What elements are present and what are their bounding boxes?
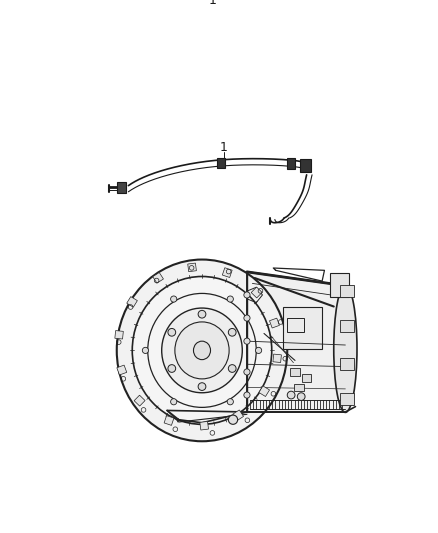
Bar <box>164 416 174 425</box>
Bar <box>117 365 127 375</box>
Circle shape <box>255 348 261 353</box>
Text: 1: 1 <box>220 141 228 154</box>
Ellipse shape <box>117 260 287 441</box>
Bar <box>200 422 208 430</box>
Bar <box>153 272 163 283</box>
Ellipse shape <box>132 277 272 424</box>
Bar <box>127 296 138 307</box>
Bar <box>300 159 311 172</box>
Circle shape <box>168 365 176 373</box>
Ellipse shape <box>175 322 229 379</box>
Ellipse shape <box>334 285 357 413</box>
Bar <box>251 287 262 298</box>
Bar <box>273 354 281 362</box>
Ellipse shape <box>194 341 211 360</box>
Circle shape <box>244 392 250 398</box>
Bar <box>340 358 354 370</box>
Bar <box>287 158 295 168</box>
Bar <box>233 410 244 421</box>
Bar <box>115 330 124 339</box>
Text: 1: 1 <box>208 0 216 7</box>
Circle shape <box>228 415 238 424</box>
Bar <box>134 395 145 406</box>
Bar <box>223 268 232 278</box>
Circle shape <box>228 328 236 336</box>
Bar <box>259 386 269 397</box>
Circle shape <box>287 391 295 399</box>
Circle shape <box>227 399 233 405</box>
Circle shape <box>198 310 206 318</box>
Polygon shape <box>247 272 346 412</box>
Bar <box>269 318 279 328</box>
Circle shape <box>244 292 250 298</box>
Circle shape <box>227 296 233 302</box>
Circle shape <box>171 399 177 405</box>
Bar <box>290 368 300 376</box>
Circle shape <box>228 365 236 373</box>
Ellipse shape <box>162 308 242 393</box>
Circle shape <box>168 328 176 336</box>
Bar <box>340 285 354 297</box>
Bar <box>340 393 354 405</box>
Bar <box>330 273 349 296</box>
Bar <box>283 306 322 349</box>
Bar <box>287 318 304 332</box>
Circle shape <box>142 348 148 353</box>
Circle shape <box>244 315 250 321</box>
Bar <box>302 374 311 382</box>
Bar <box>340 320 354 332</box>
Circle shape <box>244 369 250 375</box>
Circle shape <box>244 338 250 344</box>
Bar <box>218 158 225 168</box>
Circle shape <box>198 383 206 391</box>
Circle shape <box>171 296 177 302</box>
Bar <box>188 263 196 272</box>
Bar <box>294 384 304 391</box>
Bar <box>117 182 126 192</box>
Circle shape <box>297 393 305 400</box>
